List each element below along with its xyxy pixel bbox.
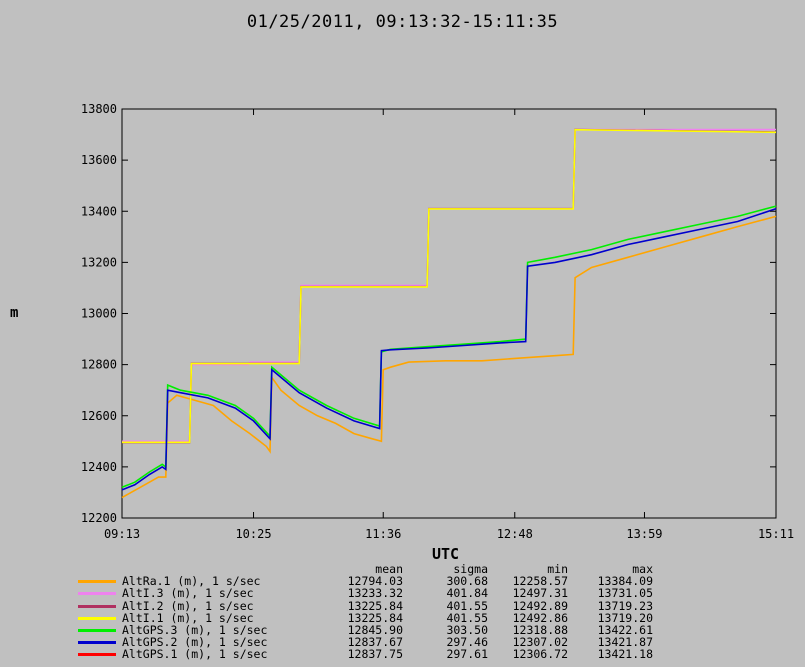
legend-mean: 13225.84 xyxy=(347,610,403,625)
legend-min: 12318.88 xyxy=(512,622,568,637)
y-axis-label: m xyxy=(10,305,19,321)
x-tick-label: 12:48 xyxy=(497,527,533,541)
legend-series-name: AltI.3 (m), 1 s/sec xyxy=(122,586,254,601)
line-chart: 12200 12400 12600 12800 13000 13200 13400 13600… xyxy=(81,102,794,541)
legend-max: 13719.20 xyxy=(597,610,653,625)
legend-series-name: AltRa.1 (m), 1 s/sec xyxy=(122,574,261,589)
legend-max: 13719.23 xyxy=(597,598,653,613)
x-tick-label: 09:13 xyxy=(104,527,140,541)
legend-swatch xyxy=(78,641,116,645)
legend-header-mean: mean xyxy=(375,562,403,576)
legend-min: 12492.86 xyxy=(512,610,568,625)
y-tick-label: 13800 xyxy=(81,102,117,116)
legend-mean: 12837.67 xyxy=(347,635,403,650)
series-line-5 xyxy=(121,207,777,491)
legend-mean: 12794.03 xyxy=(347,574,403,589)
legend-sigma: 401.55 xyxy=(446,598,488,613)
chart-title: 01/25/2011, 09:13:32-15:11:35 xyxy=(246,12,559,32)
legend-mean: 12837.75 xyxy=(347,647,403,662)
legend-header-max: max xyxy=(632,562,653,576)
x-tick-label: 11:36 xyxy=(365,527,401,541)
x-tick-label: 13:59 xyxy=(626,527,662,541)
legend-max: 13422.61 xyxy=(597,622,653,637)
x-tick-label: 10:25 xyxy=(235,527,271,541)
legend-max: 13731.05 xyxy=(597,586,653,601)
legend-swatch xyxy=(78,604,116,608)
plot-area xyxy=(121,108,777,519)
y-tick-label: 12200 xyxy=(81,511,117,525)
y-tick-label: 13400 xyxy=(81,204,117,218)
legend-min: 12492.89 xyxy=(512,598,568,613)
legend-max: 13421.18 xyxy=(597,647,653,662)
legend-series-name: AltGPS.2 (m), 1 s/sec xyxy=(122,635,268,650)
legend-header-min: min xyxy=(547,562,568,576)
legend-swatch xyxy=(78,592,116,596)
legend-sigma: 303.50 xyxy=(446,622,488,637)
legend-swatch xyxy=(78,628,116,632)
legend-mean: 12845.90 xyxy=(347,622,403,637)
y-tick-label: 12800 xyxy=(81,358,117,372)
y-tick-label: 13200 xyxy=(81,255,117,269)
legend-sigma: 297.61 xyxy=(446,647,488,662)
legend-series-name: AltI.2 (m), 1 s/sec xyxy=(122,598,254,613)
legend-sigma: 297.46 xyxy=(446,635,488,650)
legend-swatch xyxy=(78,616,116,620)
legend-swatch xyxy=(78,580,116,584)
legend-min: 12258.57 xyxy=(512,574,568,589)
legend-mean: 13233.32 xyxy=(347,586,403,601)
legend-series-name: AltGPS.3 (m), 1 s/sec xyxy=(122,622,268,637)
legend-min: 12306.72 xyxy=(512,647,568,662)
legend-series-name: AltI.1 (m), 1 s/sec xyxy=(122,610,254,625)
y-tick-label: 13600 xyxy=(81,153,117,167)
y-tick-label: 12400 xyxy=(81,460,117,474)
legend-sigma: 401.84 xyxy=(446,586,488,601)
x-axis-label: UTC xyxy=(432,545,460,563)
legend-max: 13421.87 xyxy=(597,635,653,650)
legend-max: 13384.09 xyxy=(597,574,653,589)
legend-min: 12497.31 xyxy=(512,586,568,601)
legend-sigma: 300.68 xyxy=(446,574,488,589)
y-tick-label: 13000 xyxy=(81,307,117,321)
series-line-3 xyxy=(122,128,777,444)
legend-header-sigma: sigma xyxy=(453,562,488,576)
legend-sigma: 401.55 xyxy=(446,610,488,625)
x-tick-label: 15:11 xyxy=(758,527,794,541)
legend-mean: 13225.84 xyxy=(347,598,403,613)
legend-series-name: AltGPS.1 (m), 1 s/sec xyxy=(122,647,268,662)
legend-min: 12307.02 xyxy=(512,635,568,650)
y-tick-label: 12600 xyxy=(81,409,117,423)
legend-swatch xyxy=(78,653,116,657)
